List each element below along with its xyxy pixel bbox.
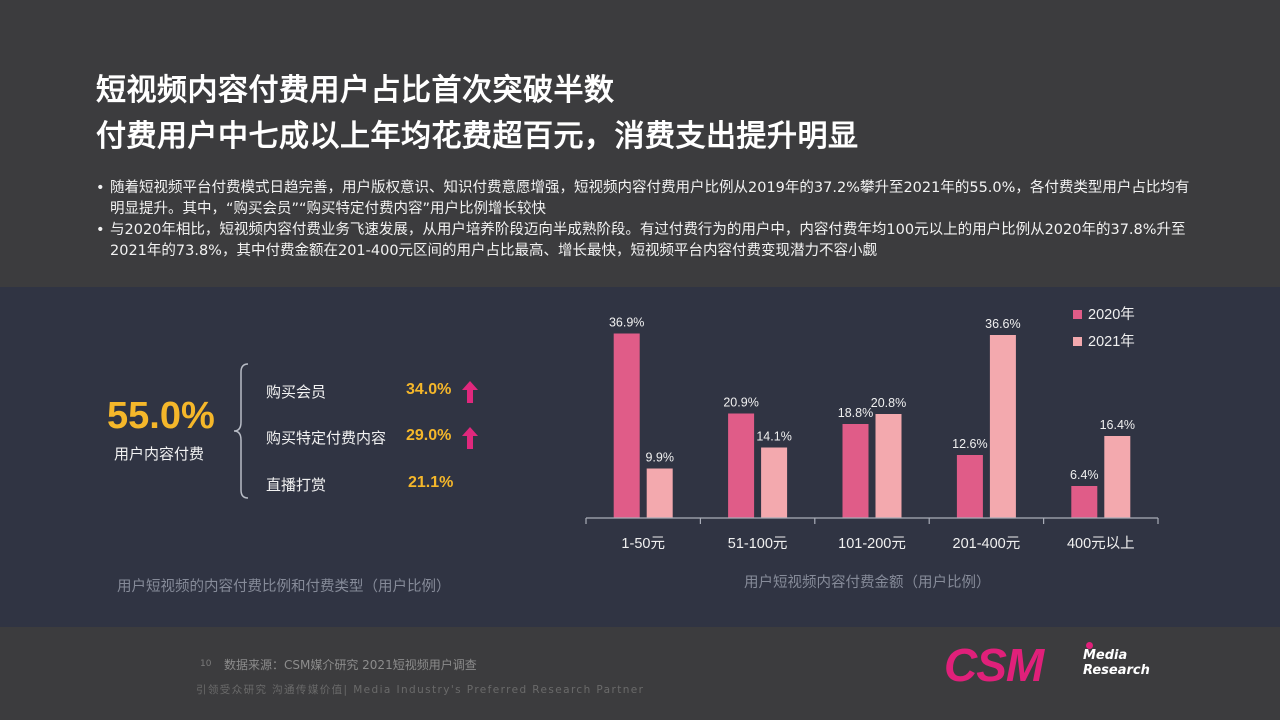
bar-value-label: 18.8% xyxy=(838,406,873,420)
logo-sub-media: Media xyxy=(1083,648,1128,663)
bullet-item: 随着短视频平台付费模式日趋完善，用户版权意识、知识付费意愿增强，短视频内容付费用… xyxy=(96,178,1196,220)
bar-chart: 36.9% 9.9% 20.9% 14.1% 18.8%20.8% 12.6% 36.6% 6… xyxy=(585,306,1159,552)
legend-swatch xyxy=(1073,310,1082,319)
logo-dot xyxy=(1086,642,1093,649)
bar-2020 xyxy=(842,424,869,518)
csm-logo: CSM xyxy=(944,639,1044,691)
legend-label: 2021年 xyxy=(1088,333,1135,350)
x-tick-label: 201-400元 xyxy=(953,536,1021,552)
type-label: 直播打赏 xyxy=(266,476,327,494)
arrow-up-icon xyxy=(462,381,478,403)
tagline: 引领受众研究 沟通传媒价值| Media Industry's Preferre… xyxy=(196,684,645,696)
x-tick-label: 101-200元 xyxy=(838,536,906,552)
bar-value-label: 6.4% xyxy=(1070,468,1099,482)
type-value: 21.1% xyxy=(408,474,454,491)
content-panel xyxy=(0,287,1280,627)
type-value: 34.0% xyxy=(406,381,452,398)
title-line-2: 付费用户中七成以上年均花费超百元，消费支出提升明显 xyxy=(96,119,859,154)
bar-value-label: 12.6% xyxy=(952,437,987,451)
x-tick-label: 400元以上 xyxy=(1067,535,1135,552)
bar-2021 xyxy=(761,447,788,518)
data-source: 数据来源：CSM媒介研究 2021短视频用户调查 xyxy=(224,658,477,672)
bar-2021 xyxy=(1104,436,1131,518)
right-chart-caption: 用户短视频内容付费金额（用户比例） xyxy=(744,575,991,591)
big-percentage: 55.0% xyxy=(107,395,215,437)
bullet-list: 随着短视频平台付费模式日趋完善，用户版权意识、知识付费意愿增强，短视频内容付费用… xyxy=(96,178,1196,262)
legend-swatch xyxy=(1073,337,1082,346)
big-percentage-label: 用户内容付费 xyxy=(114,445,205,463)
bar-value-label: 20.9% xyxy=(723,396,758,410)
x-tick-label: 51-100元 xyxy=(728,536,788,552)
slide-title: 短视频内容付费用户占比首次突破半数 付费用户中七成以上年均花费超百元，消费支出提… xyxy=(96,68,859,160)
bar-value-label: 16.4% xyxy=(1100,418,1135,432)
x-tick-label: 1-50元 xyxy=(621,536,665,552)
type-label: 购买特定付费内容 xyxy=(266,429,387,447)
left-chart-caption: 用户短视频的内容付费比例和付费类型（用户比例） xyxy=(117,579,451,595)
bar-2021 xyxy=(646,468,673,518)
title-line-1: 短视频内容付费用户占比首次突破半数 xyxy=(96,73,615,108)
bar-value-label: 14.1% xyxy=(756,430,791,444)
type-value: 29.0% xyxy=(406,427,452,444)
bar-2020 xyxy=(728,413,755,518)
legend-label: 2020年 xyxy=(1088,306,1135,323)
page-number: 10 xyxy=(200,659,212,669)
bar-2021 xyxy=(875,414,902,518)
bullet-item: 与2020年相比，短视频内容付费业务飞速发展，从用户培养阶段迈向半成熟阶段。有过… xyxy=(96,220,1196,262)
bar-value-label: 36.6% xyxy=(985,317,1020,331)
arrow-up-icon xyxy=(462,427,478,449)
type-label: 购买会员 xyxy=(266,383,327,401)
bar-2020 xyxy=(956,455,983,518)
bar-2020 xyxy=(613,333,640,518)
bar-value-label: 20.8% xyxy=(871,396,906,410)
logo-sub-research: Research xyxy=(1083,663,1150,678)
bar-2021 xyxy=(989,335,1016,518)
bar-2020 xyxy=(1071,486,1098,518)
brace-icon xyxy=(233,363,249,499)
logo-subtitle: Media Research xyxy=(1083,648,1150,678)
bar-value-label: 9.9% xyxy=(645,451,674,465)
bar-value-label: 36.9% xyxy=(609,316,644,330)
